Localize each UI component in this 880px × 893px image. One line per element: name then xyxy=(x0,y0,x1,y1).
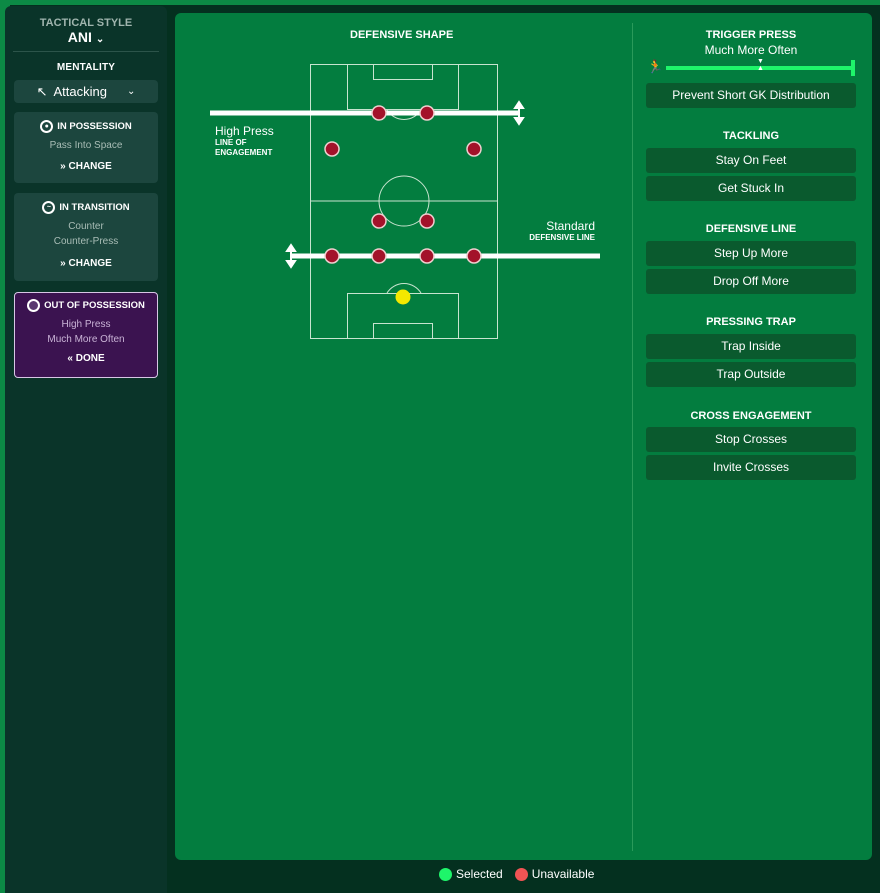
button-label: DONE xyxy=(75,353,105,364)
player-marker xyxy=(371,105,387,121)
player-marker xyxy=(371,248,387,264)
card-description: Pass Into Space xyxy=(49,140,123,151)
attacking-arrow-icon: ↖ xyxy=(36,83,48,99)
loe-label: LINE OF ENGAGEMENT xyxy=(215,138,273,157)
stay-on-feet-button[interactable]: Stay On Feet xyxy=(646,148,856,173)
loe-value: High Press xyxy=(215,124,274,138)
mentality-dropdown[interactable]: ↖ Attacking ⌄ xyxy=(14,80,158,103)
unavailable-dot-icon xyxy=(514,868,528,882)
player-marker xyxy=(466,248,482,264)
slider-default-marker: ▼ ▲ xyxy=(757,58,764,72)
out-of-possession-card[interactable]: OUT OF POSSESSION High Press Much More Of… xyxy=(14,292,158,378)
sidebar: TACTICAL STYLE ANI ⌄ MENTALITY ↖ Attacki… xyxy=(5,6,167,893)
trigger-press-title: TRIGGER PRESS xyxy=(705,29,797,41)
card-title: OUT OF POSSESSION xyxy=(44,300,145,311)
player-marker xyxy=(324,141,340,157)
chevron-down-icon: ⌄ xyxy=(127,86,136,97)
player-marker xyxy=(466,141,482,157)
defence-icon xyxy=(27,299,41,312)
invite-crosses-button[interactable]: Invite Crosses xyxy=(646,455,856,480)
trap-outside-button[interactable]: Trap Outside xyxy=(646,362,856,387)
change-button[interactable]: » CHANGE xyxy=(60,258,112,269)
defensive-shape-title: DEFENSIVE SHAPE xyxy=(350,29,454,41)
legend-selected: Selected xyxy=(456,867,503,881)
player-marker xyxy=(371,213,387,229)
trigger-press-slider[interactable] xyxy=(666,66,854,70)
legend-unavailable: Unavailable xyxy=(531,867,595,881)
tactical-style-label: TACTICAL STYLE xyxy=(39,17,133,29)
card-title: IN TRANSITION xyxy=(59,202,130,213)
card-title: IN POSSESSION xyxy=(57,121,132,132)
trigger-press-value: Much More Often xyxy=(704,43,798,57)
in-possession-card[interactable]: ● IN POSSESSION Pass Into Space » CHANGE xyxy=(14,112,158,183)
card-description: Counter xyxy=(68,221,104,232)
chevron-down-icon: ⌄ xyxy=(95,34,105,45)
player-marker xyxy=(419,213,435,229)
main-panel: DEFENSIVE SHAPE High Press LINE OF ENGAG… xyxy=(175,13,872,860)
defensive-line-title: DEFENSIVE LINE xyxy=(705,223,797,235)
running-player-icon: 🏃 xyxy=(647,59,664,74)
card-description: Counter-Press xyxy=(53,236,119,247)
stop-crosses-button[interactable]: Stop Crosses xyxy=(646,427,856,452)
drop-off-more-button[interactable]: Drop Off More xyxy=(646,269,856,294)
legend: Selected Unavailable xyxy=(439,867,595,882)
card-description: High Press xyxy=(61,319,111,330)
divider xyxy=(632,23,633,851)
step-up-more-button[interactable]: Step Up More xyxy=(646,241,856,266)
button-label: CHANGE xyxy=(68,161,112,172)
tackling-title: TACKLING xyxy=(722,130,779,142)
dl-value: Standard xyxy=(546,219,595,233)
slider-handle[interactable] xyxy=(851,60,855,76)
pitch-diagram xyxy=(210,64,600,339)
player-marker xyxy=(419,105,435,121)
trap-inside-button[interactable]: Trap Inside xyxy=(646,334,856,359)
change-button[interactable]: » CHANGE xyxy=(60,161,112,172)
loe-drag-handle[interactable] xyxy=(513,100,525,126)
player-marker xyxy=(419,248,435,264)
mentality-value: Attacking xyxy=(53,84,107,99)
transition-icon: ~ xyxy=(42,201,56,214)
prevent-short-gk-button[interactable]: Prevent Short GK Distribution xyxy=(646,83,856,108)
ball-icon: ● xyxy=(40,120,54,133)
pressing-trap-title: PRESSING TRAP xyxy=(706,316,796,328)
line-of-engagement-label: High Press LINE OF ENGAGEMENT xyxy=(215,124,285,158)
mentality-label: MENTALITY xyxy=(56,62,116,73)
in-transition-card[interactable]: ~ IN TRANSITION Counter Counter-Press » CH… xyxy=(14,193,158,281)
tactical-style-dropdown[interactable]: ANI ⌄ xyxy=(5,29,167,45)
tactical-style-value: ANI xyxy=(67,29,92,45)
done-button[interactable]: « DONE xyxy=(67,353,105,364)
top-border xyxy=(0,0,880,5)
players xyxy=(324,105,482,264)
dl-label: DEFENSIVE LINE xyxy=(529,233,595,242)
button-label: CHANGE xyxy=(68,258,112,269)
defensive-line-label: Standard DEFENSIVE LINE xyxy=(529,219,595,242)
card-description: Much More Often xyxy=(47,334,125,345)
player-marker xyxy=(324,248,340,264)
goalkeeper-marker xyxy=(395,289,411,305)
cross-engagement-title: CROSS ENGAGEMENT xyxy=(690,410,812,422)
selected-dot-icon xyxy=(439,868,452,882)
dl-drag-handle[interactable] xyxy=(285,243,297,269)
get-stuck-in-button[interactable]: Get Stuck In xyxy=(646,176,856,201)
